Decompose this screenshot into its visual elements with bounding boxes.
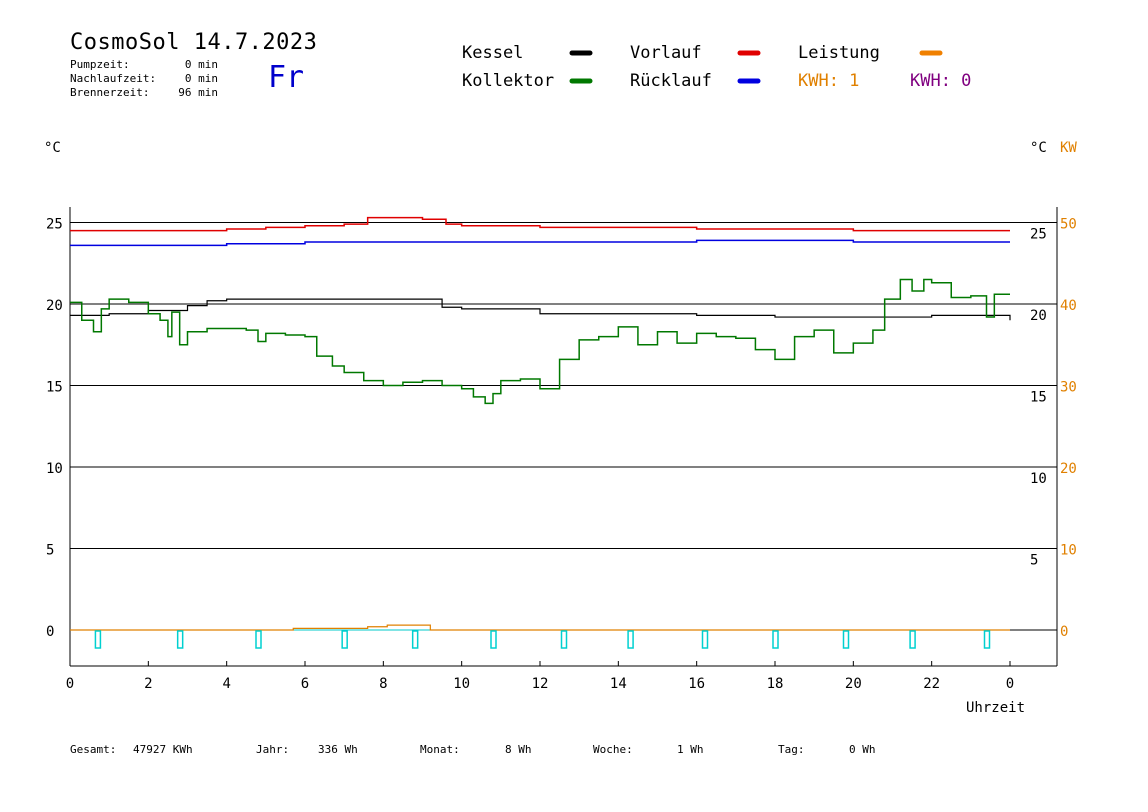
pump-marker [983, 630, 991, 649]
pump-marker [255, 630, 262, 649]
footer-woche-label: Woche: [593, 743, 633, 756]
pump-marker [341, 630, 348, 649]
y-left-tick-label: 0 [46, 624, 54, 640]
y-right-c-tick-label: 25 [1030, 227, 1047, 243]
y-left-tick-label: 10 [46, 461, 63, 477]
stat-value-brennerzeit: 96 min [178, 86, 218, 99]
x-tick-label: 10 [453, 676, 470, 692]
y-left-tick-label: 20 [46, 298, 63, 314]
legend-kollektor-label: Kollektor [462, 71, 555, 91]
pump-marker [842, 630, 850, 649]
x-tick-label: 0 [66, 676, 74, 692]
y-right-c-tick-label: 10 [1030, 471, 1047, 487]
legend-vorlauf-label: Vorlauf [630, 43, 702, 63]
pump-marker [94, 630, 102, 649]
x-tick-label: 20 [845, 676, 862, 692]
y-right-c-tick-label: 5 [1030, 553, 1038, 569]
legend-kwh2-label: KWH: 0 [910, 71, 972, 91]
x-tick-label: 6 [301, 676, 309, 692]
stat-label-nachlaufzeit: Nachlaufzeit: [70, 72, 157, 85]
pump-marker [772, 630, 779, 649]
series-line-leistung [70, 624, 1010, 631]
stat-value-pumpzeit: 0 min [184, 58, 218, 71]
y-right-c-tick-label: 15 [1030, 390, 1047, 406]
x-tick-label: 4 [222, 676, 230, 692]
x-tick-label: 0 [1006, 676, 1014, 692]
footer-woche-value: 1 Wh [677, 743, 704, 756]
stat-label-pumpzeit: Pumpzeit: [70, 58, 130, 71]
y-right-kw-tick-label: 40 [1060, 298, 1077, 314]
weekday-label: Fr [268, 60, 305, 95]
pump-marker [176, 630, 184, 649]
series-line-kollektor [70, 278, 1010, 405]
footer-gesamt-value: 47927 KWh [133, 743, 193, 756]
footer-jahr-value: 336 Wh [318, 743, 358, 756]
y-right-kw-tick-label: 10 [1060, 543, 1077, 559]
y-left-tick-label: 25 [46, 217, 63, 233]
y-right-c-tick-label: 20 [1030, 308, 1047, 324]
series-line-kessel [70, 298, 1011, 321]
x-tick-label: 18 [767, 676, 784, 692]
footer-jahr-label: Jahr: [256, 743, 290, 756]
legend-ruecklauf-label: Rücklauf [630, 71, 712, 91]
right-axis-unit-c: °C [1030, 140, 1047, 156]
stat-value-nachlaufzeit: 0 min [184, 72, 218, 85]
x-tick-label: 14 [610, 676, 627, 692]
footer-gesamt-label: Gesamt: [70, 743, 117, 756]
y-right-kw-tick-label: 30 [1060, 380, 1077, 396]
footer-tag-value: 0 Wh [849, 743, 876, 756]
page-title: CosmoSol 14.7.2023 [70, 30, 318, 55]
y-left-tick-label: 15 [46, 380, 63, 396]
footer-monat-label: Monat: [420, 743, 460, 756]
y-right-kw-tick-label: 0 [1060, 624, 1068, 640]
series-line-vorlauf [70, 216, 1010, 232]
pump-marker [701, 630, 709, 649]
footer-tag-label: Tag: [778, 743, 805, 756]
x-tick-label: 22 [923, 676, 940, 692]
stat-label-brennerzeit: Brennerzeit: [70, 86, 150, 99]
pump-marker [909, 630, 916, 649]
x-tick-label: 2 [144, 676, 152, 692]
legend-kessel-label: Kessel [462, 43, 524, 63]
x-tick-label: 16 [688, 676, 705, 692]
series-line-rücklauf [70, 239, 1010, 247]
legend-leistung-label: Leistung [798, 43, 880, 63]
y-right-kw-tick-label: 20 [1060, 461, 1077, 477]
right-axis-unit-kw: KW [1060, 140, 1077, 156]
x-axis-label: Uhrzeit [966, 700, 1026, 716]
legend-kwh1-label: KWH: 1 [798, 71, 860, 91]
pump-marker [411, 630, 419, 649]
pump-marker [627, 630, 634, 649]
footer-monat-value: 8 Wh [505, 743, 532, 756]
left-axis-unit: °C [44, 140, 61, 156]
y-right-kw-tick-label: 50 [1060, 217, 1077, 233]
pump-marker [490, 630, 497, 649]
x-tick-label: 12 [532, 676, 549, 692]
x-tick-label: 8 [379, 676, 387, 692]
y-left-tick-label: 5 [46, 543, 54, 559]
pump-marker [560, 630, 568, 649]
